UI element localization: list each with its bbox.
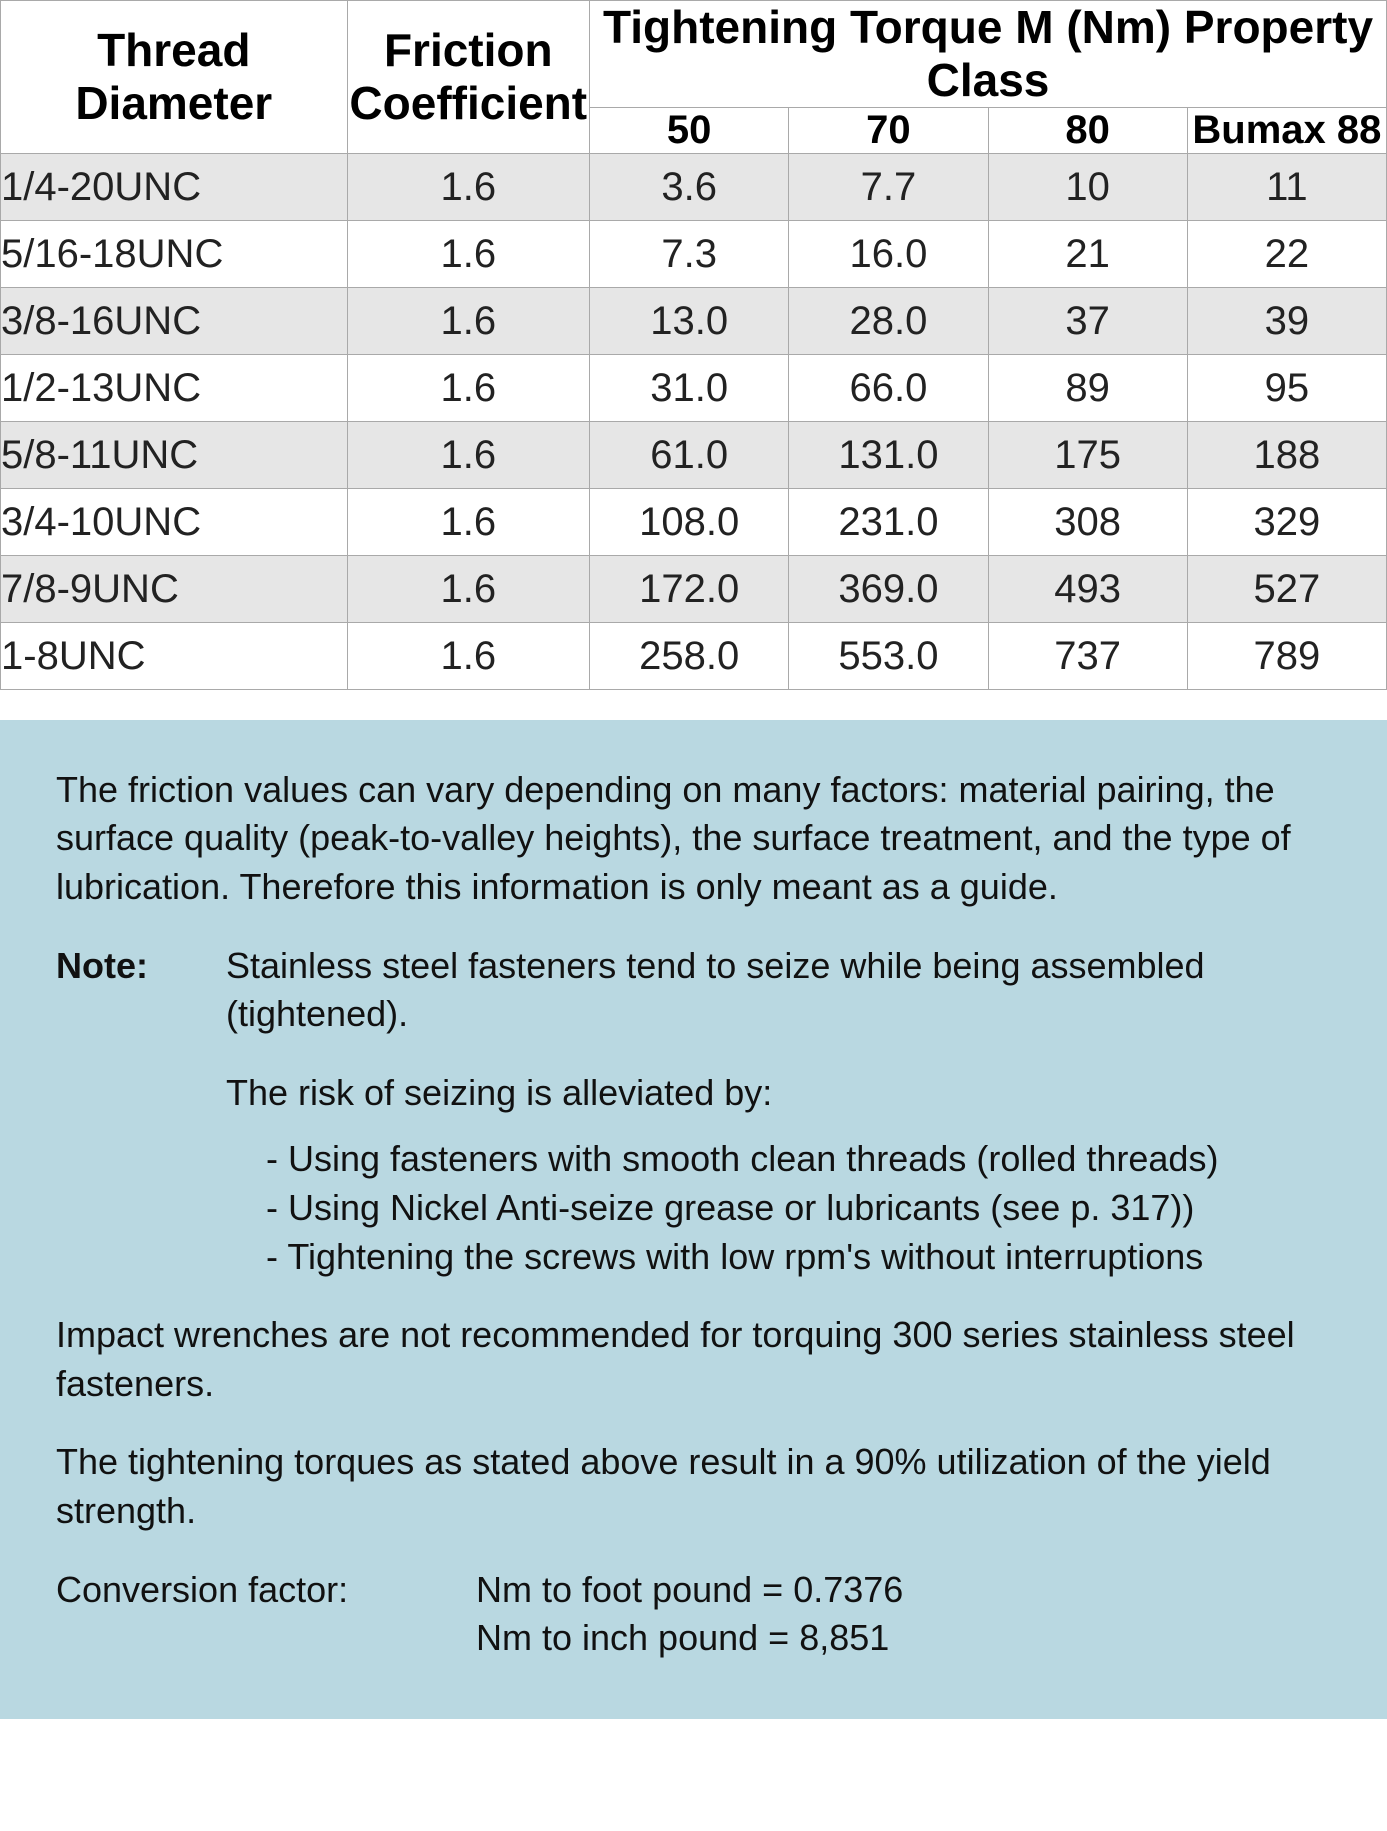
note-body: Stainless steel fasteners tend to seize …	[226, 942, 1331, 1282]
table-row: 7/8-9UNC1.6172.0369.0493527	[1, 555, 1387, 622]
cell-thread: 5/16-18UNC	[1, 220, 348, 287]
cell-thread: 7/8-9UNC	[1, 555, 348, 622]
notes-box: The friction values can vary depending o…	[0, 720, 1387, 1719]
cell-value: 493	[988, 555, 1187, 622]
table-row: 1/2-13UNC1.631.066.08995	[1, 354, 1387, 421]
cell-value: 39	[1187, 287, 1386, 354]
notes-impact: Impact wrenches are not recommended for …	[56, 1311, 1331, 1408]
cell-value: 188	[1187, 421, 1386, 488]
cell-value: 527	[1187, 555, 1386, 622]
cell-thread: 3/4-10UNC	[1, 488, 348, 555]
cell-friction: 1.6	[347, 622, 590, 689]
conv-label: Conversion factor:	[56, 1566, 476, 1663]
cell-value: 789	[1187, 622, 1386, 689]
cell-value: 553.0	[789, 622, 988, 689]
cell-friction: 1.6	[347, 555, 590, 622]
conv-values: Nm to foot pound = 0.7376Nm to inch poun…	[476, 1566, 1331, 1663]
table-row: 5/8-11UNC1.661.0131.0175188	[1, 421, 1387, 488]
cell-value: 172.0	[590, 555, 789, 622]
conv-line: Nm to foot pound = 0.7376	[476, 1566, 1331, 1615]
cell-thread: 5/8-11UNC	[1, 421, 348, 488]
risk-intro: The risk of seizing is alleviated by:	[226, 1069, 1331, 1118]
cell-value: 37	[988, 287, 1187, 354]
note-lead: Stainless steel fasteners tend to seize …	[226, 942, 1331, 1039]
notes-intro: The friction values can vary depending o…	[56, 766, 1331, 912]
th-thread: Thread Diameter	[1, 1, 348, 154]
th-class-3: Bumax 88	[1187, 107, 1386, 153]
cell-thread: 1/4-20UNC	[1, 153, 348, 220]
cell-value: 231.0	[789, 488, 988, 555]
cell-value: 16.0	[789, 220, 988, 287]
cell-value: 22	[1187, 220, 1386, 287]
conv-line: Nm to inch pound = 8,851	[476, 1614, 1331, 1663]
th-class-1: 70	[789, 107, 988, 153]
th-class-2: 80	[988, 107, 1187, 153]
th-torque-group: Tightening Torque M (Nm) Property Class	[590, 1, 1387, 108]
cell-value: 31.0	[590, 354, 789, 421]
cell-value: 10	[988, 153, 1187, 220]
risk-list: Using fasteners with smooth clean thread…	[226, 1135, 1331, 1281]
cell-value: 3.6	[590, 153, 789, 220]
conversion: Conversion factor: Nm to foot pound = 0.…	[56, 1566, 1331, 1663]
cell-value: 28.0	[789, 287, 988, 354]
cell-value: 308	[988, 488, 1187, 555]
table-row: 5/16-18UNC1.67.316.02122	[1, 220, 1387, 287]
cell-thread: 1-8UNC	[1, 622, 348, 689]
table-row: 1-8UNC1.6258.0553.0737789	[1, 622, 1387, 689]
cell-value: 7.7	[789, 153, 988, 220]
cell-value: 95	[1187, 354, 1386, 421]
torque-table: Thread Diameter Friction Coefficient Tig…	[0, 0, 1387, 690]
risk-item: Tightening the screws with low rpm's wit…	[266, 1233, 1331, 1282]
cell-value: 108.0	[590, 488, 789, 555]
cell-friction: 1.6	[347, 153, 590, 220]
table-row: 3/8-16UNC1.613.028.03739	[1, 287, 1387, 354]
cell-friction: 1.6	[347, 421, 590, 488]
risk-item: Using fasteners with smooth clean thread…	[266, 1135, 1331, 1184]
cell-friction: 1.6	[347, 354, 590, 421]
cell-value: 131.0	[789, 421, 988, 488]
notes-utilization: The tightening torques as stated above r…	[56, 1438, 1331, 1535]
cell-value: 329	[1187, 488, 1386, 555]
cell-value: 89	[988, 354, 1187, 421]
cell-friction: 1.6	[347, 488, 590, 555]
table-row: 3/4-10UNC1.6108.0231.0308329	[1, 488, 1387, 555]
cell-value: 61.0	[590, 421, 789, 488]
th-class-0: 50	[590, 107, 789, 153]
cell-value: 175	[988, 421, 1187, 488]
note-label: Note:	[56, 942, 216, 1282]
cell-value: 11	[1187, 153, 1386, 220]
cell-value: 13.0	[590, 287, 789, 354]
risk-item: Using Nickel Anti-seize grease or lubric…	[266, 1184, 1331, 1233]
table-row: 1/4-20UNC1.63.67.71011	[1, 153, 1387, 220]
cell-value: 258.0	[590, 622, 789, 689]
cell-friction: 1.6	[347, 220, 590, 287]
cell-value: 369.0	[789, 555, 988, 622]
cell-thread: 3/8-16UNC	[1, 287, 348, 354]
cell-value: 66.0	[789, 354, 988, 421]
th-friction: Friction Coefficient	[347, 1, 590, 154]
cell-thread: 1/2-13UNC	[1, 354, 348, 421]
cell-friction: 1.6	[347, 287, 590, 354]
cell-value: 737	[988, 622, 1187, 689]
cell-value: 7.3	[590, 220, 789, 287]
cell-value: 21	[988, 220, 1187, 287]
